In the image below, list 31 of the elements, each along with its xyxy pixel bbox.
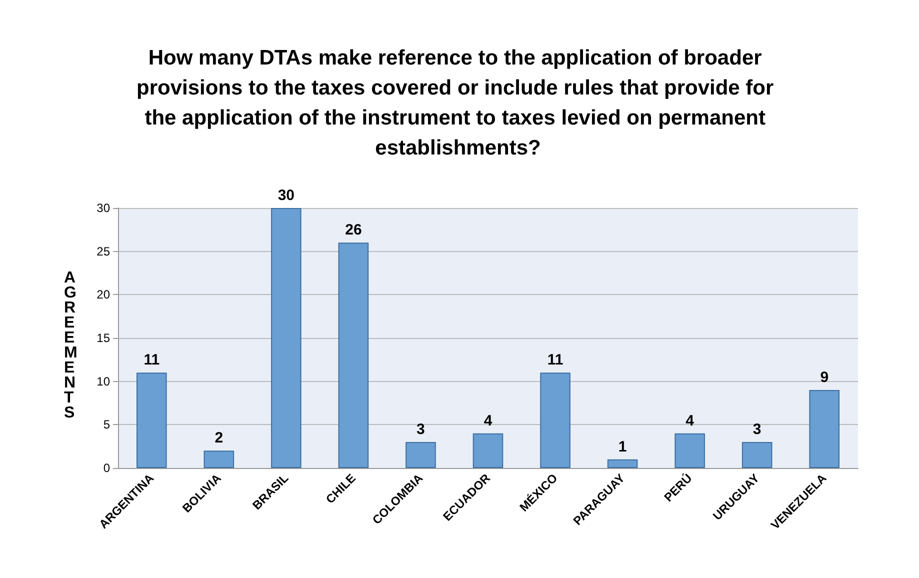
y-tick-label: 30 — [96, 201, 110, 215]
data-label: 30 — [278, 187, 295, 204]
y-tick-label: 5 — [103, 418, 110, 432]
bar — [674, 433, 705, 468]
data-label: 4 — [484, 412, 493, 430]
y-tick-label: 10 — [96, 374, 110, 388]
bar — [472, 433, 504, 468]
bar — [406, 442, 436, 468]
y-tick-label: 0 — [103, 461, 110, 475]
data-label: 11 — [144, 352, 160, 369]
data-label: 11 — [547, 352, 564, 369]
bar — [338, 242, 369, 468]
data-label: 3 — [752, 421, 762, 438]
data-label: 26 — [345, 222, 362, 239]
y-tick-label: 15 — [96, 331, 110, 345]
bar — [204, 450, 234, 468]
bar — [271, 208, 302, 468]
bar — [136, 372, 167, 468]
text: AGREEMENTS — [64, 270, 78, 422]
data-label: 4 — [686, 412, 695, 430]
bar — [742, 442, 772, 468]
bar — [540, 372, 570, 468]
bar — [607, 459, 638, 468]
data-label: 3 — [416, 421, 425, 438]
data-label: 9 — [820, 369, 829, 386]
y-tick-label: 20 — [96, 288, 110, 302]
chart-title: How many DTAs make reference to the application of broader provisions to the taxes covered or include rules that provide for the application of the instrument to taxes levied on permanent establishments? — [136, 46, 780, 160]
y-tick-label: 25 — [96, 244, 110, 258]
data-label: 1 — [618, 438, 627, 456]
data-label: 2 — [214, 430, 224, 447]
bar — [809, 390, 840, 468]
